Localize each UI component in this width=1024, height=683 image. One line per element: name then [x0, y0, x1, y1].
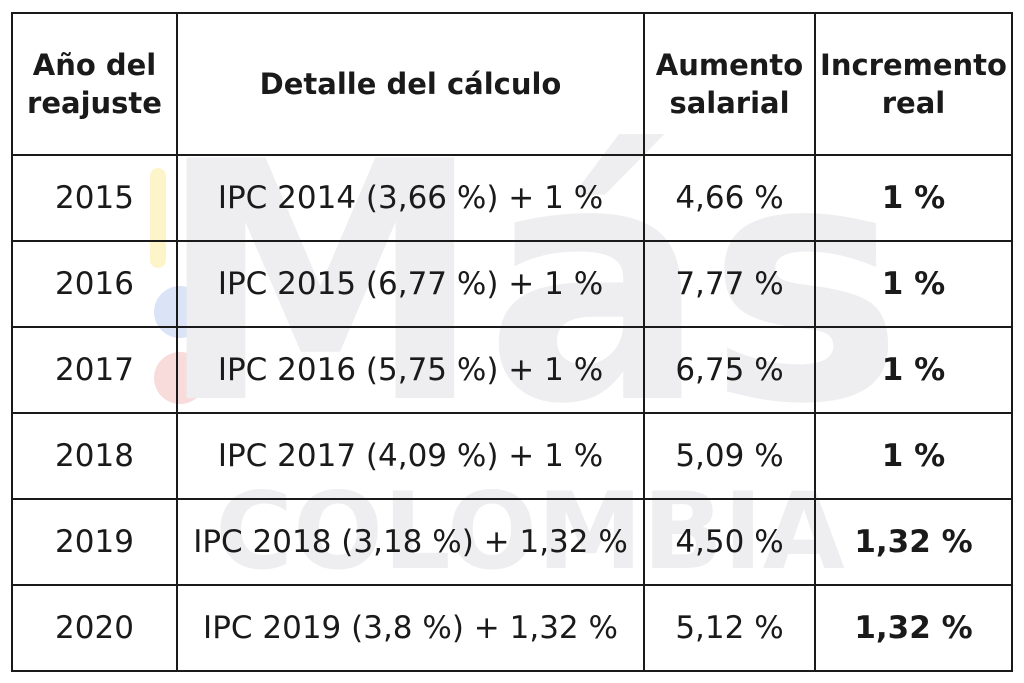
cell-detail: IPC 2018 (3,18 %) + 1,32 %	[176, 498, 645, 586]
table-row: 2016 IPC 2015 (6,77 %) + 1 % 7,77 % 1 %	[11, 240, 1013, 328]
cell-salary-increase: 6,75 %	[643, 326, 816, 414]
header-salary-line2: salarial	[669, 86, 790, 120]
header-year-line1: Año del	[32, 48, 157, 82]
cell-year: 2016	[11, 240, 178, 328]
header-real-line2: real	[881, 86, 946, 120]
cell-real-increase: 1 %	[814, 240, 1013, 328]
cell-year: 2019	[11, 498, 178, 586]
cell-detail: IPC 2019 (3,8 %) + 1,32 %	[176, 584, 645, 672]
cell-year: 2020	[11, 584, 178, 672]
cell-year: 2015	[11, 154, 178, 242]
cell-salary-increase: 4,66 %	[643, 154, 816, 242]
cell-real-increase: 1 %	[814, 326, 1013, 414]
cell-real-increase: 1 %	[814, 412, 1013, 500]
cell-real-increase: 1 %	[814, 154, 1013, 242]
salary-adjustment-table: Año del reajuste Detalle del cálculo Aum…	[11, 12, 1013, 672]
header-salary-increase: Aumento salarial	[643, 12, 816, 156]
cell-detail: IPC 2015 (6,77 %) + 1 %	[176, 240, 645, 328]
header-salary-line1: Aumento	[655, 48, 804, 82]
cell-real-increase: 1,32 %	[814, 498, 1013, 586]
table-row: 2019 IPC 2018 (3,18 %) + 1,32 % 4,50 % 1…	[11, 498, 1013, 586]
header-detail: Detalle del cálculo	[176, 12, 645, 156]
cell-salary-increase: 5,09 %	[643, 412, 816, 500]
table-row: 2018 IPC 2017 (4,09 %) + 1 % 5,09 % 1 %	[11, 412, 1013, 500]
cell-year: 2018	[11, 412, 178, 500]
cell-detail: IPC 2016 (5,75 %) + 1 %	[176, 326, 645, 414]
cell-salary-increase: 4,50 %	[643, 498, 816, 586]
table-row: 2015 IPC 2014 (3,66 %) + 1 % 4,66 % 1 %	[11, 154, 1013, 242]
cell-year: 2017	[11, 326, 178, 414]
header-real-increase: Incremento real	[814, 12, 1013, 156]
header-year-line2: reajuste	[27, 86, 162, 120]
header-detail-line1: Detalle del cálculo	[259, 67, 562, 101]
cell-real-increase: 1,32 %	[814, 584, 1013, 672]
cell-detail: IPC 2017 (4,09 %) + 1 %	[176, 412, 645, 500]
cell-salary-increase: 5,12 %	[643, 584, 816, 672]
cell-detail: IPC 2014 (3,66 %) + 1 %	[176, 154, 645, 242]
table-row: 2020 IPC 2019 (3,8 %) + 1,32 % 5,12 % 1,…	[11, 584, 1013, 672]
cell-salary-increase: 7,77 %	[643, 240, 816, 328]
header-year: Año del reajuste	[11, 12, 178, 156]
header-real-line1: Incremento	[820, 48, 1007, 82]
table-row: 2017 IPC 2016 (5,75 %) + 1 % 6,75 % 1 %	[11, 326, 1013, 414]
table-header-row: Año del reajuste Detalle del cálculo Aum…	[11, 12, 1013, 156]
